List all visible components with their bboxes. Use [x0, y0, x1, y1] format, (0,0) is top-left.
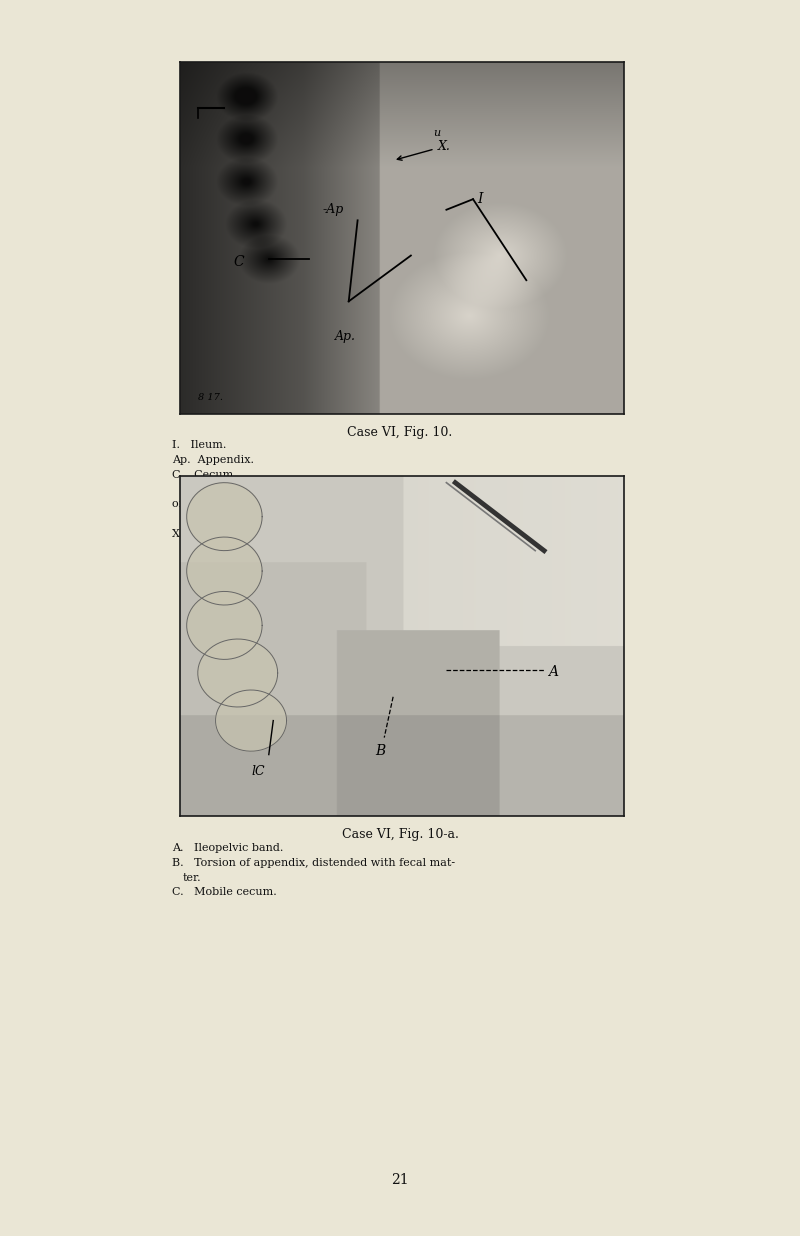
Text: Case VI, Fig. 10-a.: Case VI, Fig. 10-a. [342, 828, 458, 842]
Text: lC: lC [251, 765, 265, 777]
Text: Ap.  Appendix.: Ap. Appendix. [172, 455, 254, 465]
Text: 21: 21 [391, 1173, 409, 1187]
Text: of the filled portion.: of the filled portion. [172, 499, 284, 509]
Text: Case VI, Fig. 10.: Case VI, Fig. 10. [347, 426, 453, 440]
Text: Ap.: Ap. [335, 330, 357, 344]
Polygon shape [215, 690, 286, 751]
Text: -Ap: -Ap [322, 203, 343, 216]
Text: C: C [234, 255, 244, 269]
Polygon shape [186, 592, 262, 659]
Text: 8 17.: 8 17. [198, 393, 222, 402]
Text: The fixation point in the terminal ileum is marked: The fixation point in the terminal ileum… [182, 514, 464, 524]
Polygon shape [186, 483, 262, 550]
Text: The kink of the appendix can be seen near the end: The kink of the appendix can be seen nea… [182, 485, 468, 494]
Text: B.   Torsion of appendix, distended with fecal mat-: B. Torsion of appendix, distended with f… [172, 858, 455, 868]
Text: C.   Mobile cecum.: C. Mobile cecum. [172, 887, 277, 897]
Text: I.   Ileum.: I. Ileum. [172, 440, 226, 450]
Text: B: B [375, 744, 386, 758]
Text: A.   Ileopelvic band.: A. Ileopelvic band. [172, 843, 283, 853]
Polygon shape [198, 639, 278, 707]
Text: X, and corresponds to the position of the ileal kink.: X, and corresponds to the position of th… [172, 529, 461, 539]
Text: A: A [549, 665, 558, 680]
Text: u: u [433, 127, 440, 137]
Text: ter.: ter. [182, 873, 201, 883]
Text: I: I [478, 192, 483, 205]
Text: C.   Cecum.: C. Cecum. [172, 470, 237, 480]
Polygon shape [186, 538, 262, 604]
Text: X.: X. [398, 140, 450, 161]
